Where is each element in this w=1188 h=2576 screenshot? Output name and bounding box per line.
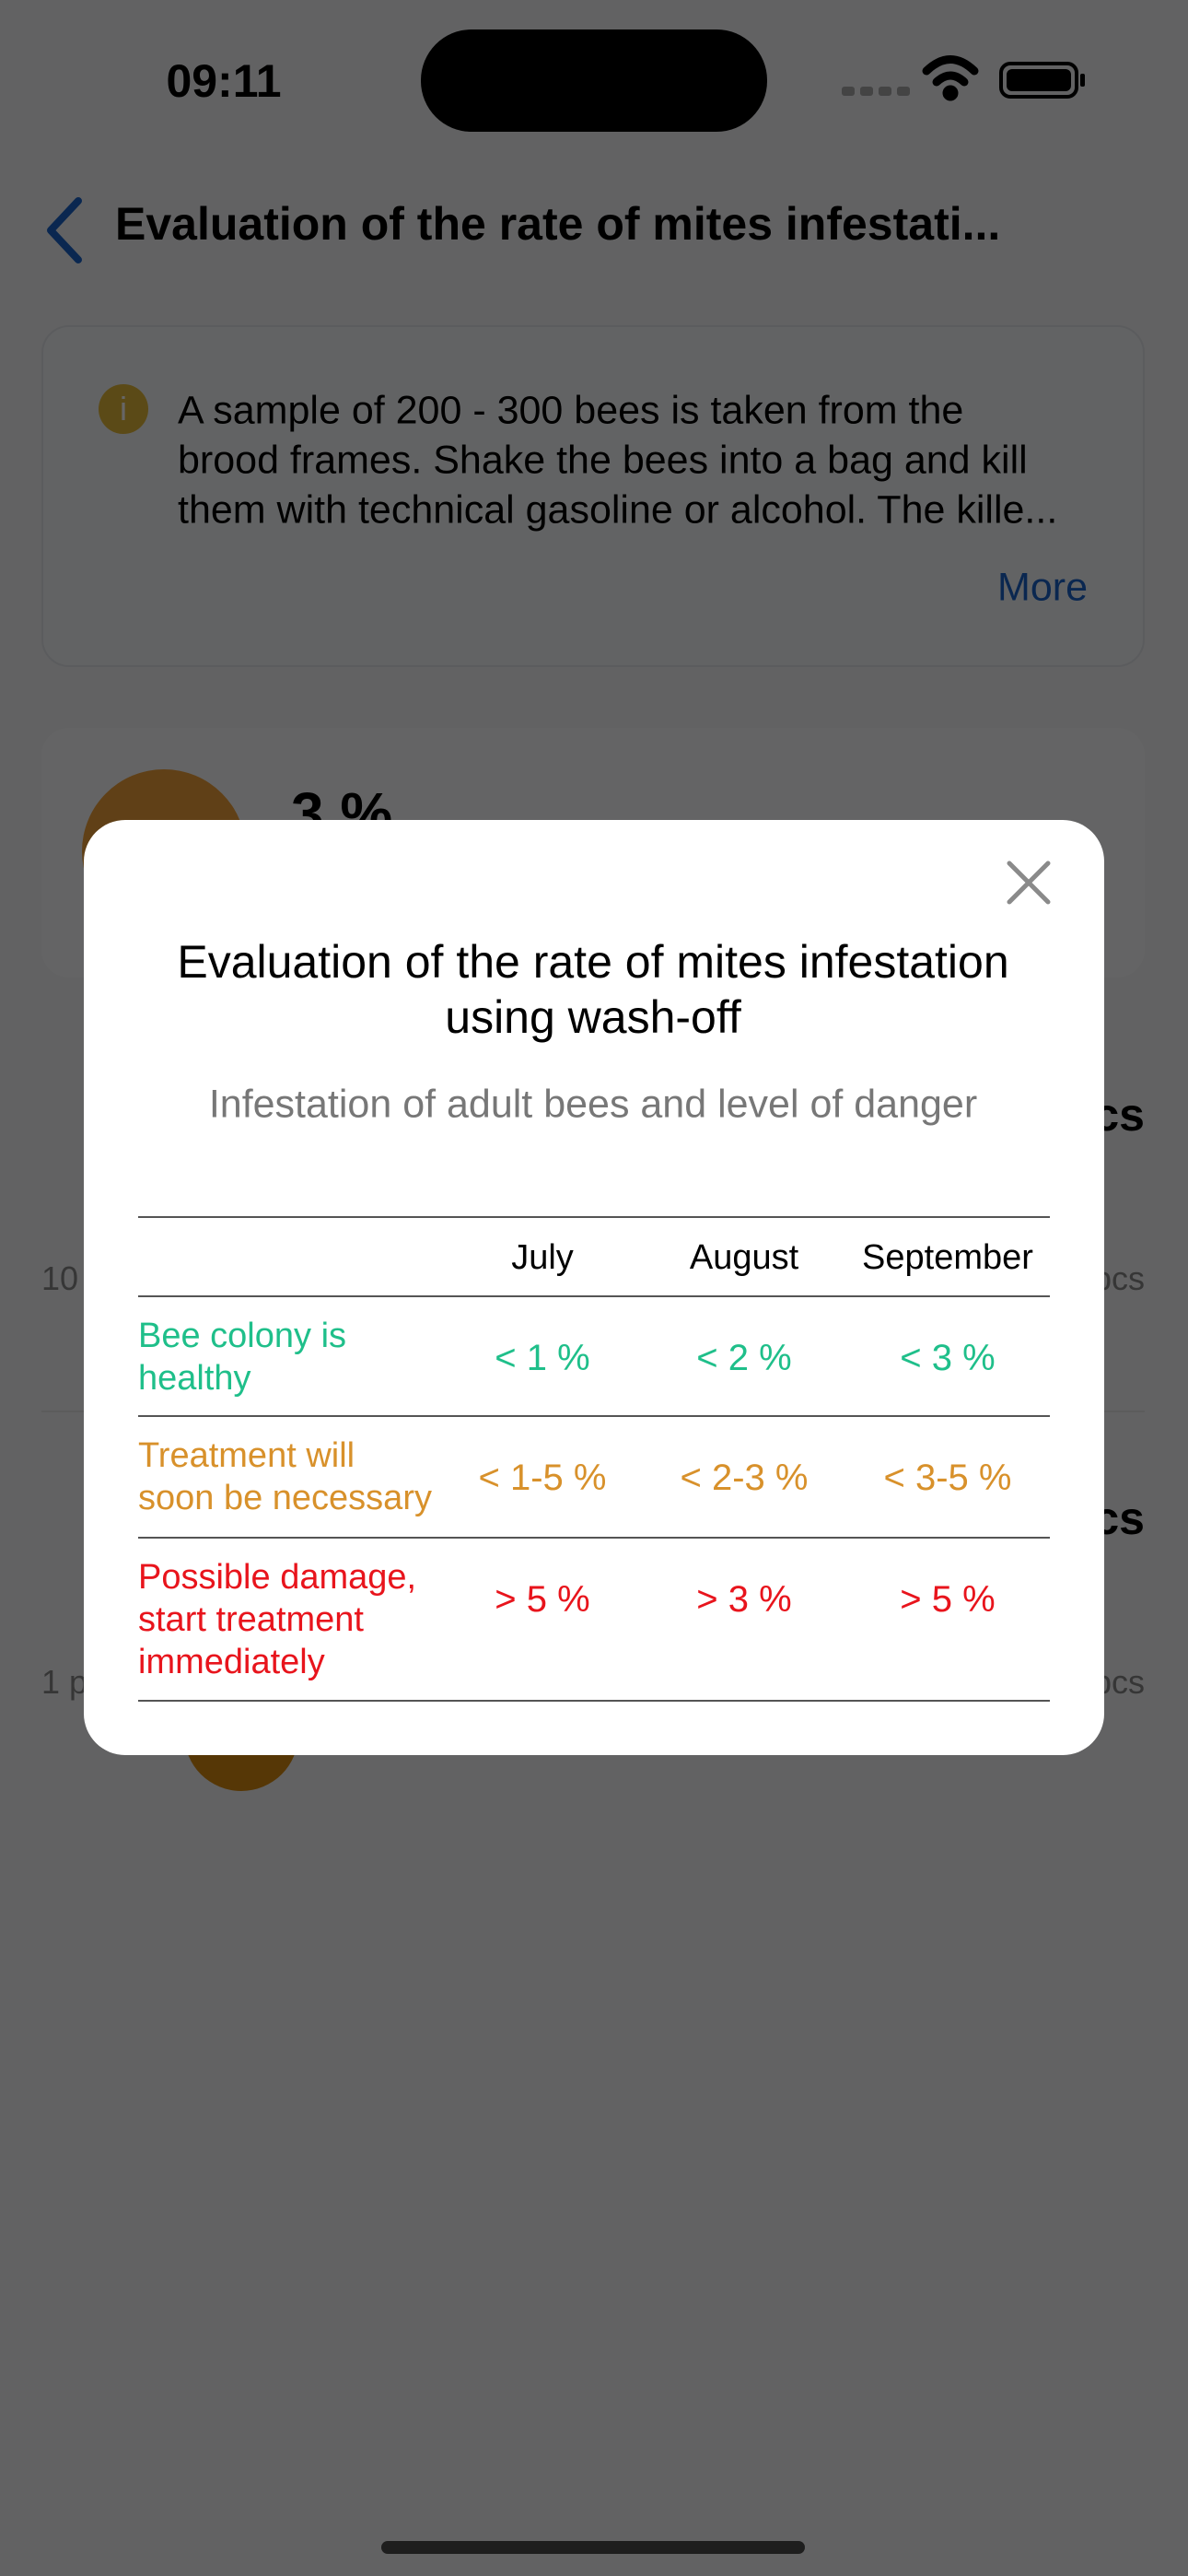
close-button[interactable] [1006,860,1052,906]
row-label: Possible damage, [138,1558,417,1597]
column-header: July [511,1238,574,1277]
modal-title: Evaluation of the rate of mites infestat… [177,936,1009,988]
row-label: immediately [138,1643,325,1681]
row-label: start treatment [138,1600,364,1639]
row-label: healthy [138,1359,251,1398]
table-rule [138,1537,1050,1539]
row-value: > 3 % [696,1579,792,1620]
row-value: < 3-5 % [883,1458,1012,1498]
row-value: > 5 % [900,1579,996,1620]
row-value: < 3 % [900,1338,996,1378]
row-value: < 1 % [495,1338,590,1378]
table-rule [138,1700,1050,1702]
row-value: < 2 % [696,1338,792,1378]
table-rule [138,1216,1050,1218]
row-label: Treatment will [138,1436,355,1475]
modal [84,820,1104,1755]
column-header: September [862,1238,1033,1277]
row-value: < 2-3 % [680,1458,809,1498]
modal-title: using wash-off [445,991,741,1043]
column-header: August [689,1238,799,1277]
home-indicator [381,2541,805,2554]
table-rule [138,1295,1050,1297]
row-value: > 5 % [495,1579,590,1620]
row-label: Bee colony is [138,1317,347,1355]
row-value: < 1-5 % [478,1458,607,1498]
modal-subtitle: Infestation of adult bees and level of d… [208,1082,978,1127]
table-rule [138,1415,1050,1417]
row-label: soon be necessary [138,1479,432,1517]
